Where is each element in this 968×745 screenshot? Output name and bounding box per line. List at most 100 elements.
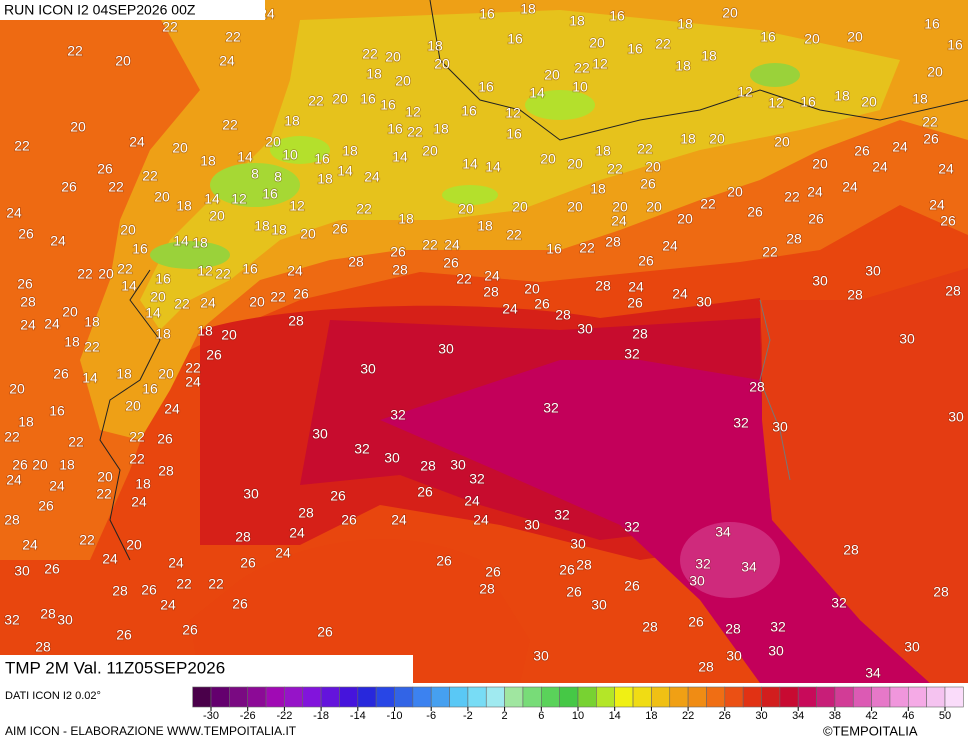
temperature-label: 28 — [595, 278, 611, 294]
temperature-label: 16 — [800, 94, 816, 110]
temperature-label: 28 — [40, 606, 56, 622]
temperature-label: 28 — [555, 307, 571, 323]
temperature-label: 26 — [17, 276, 33, 292]
temperature-label: 26 — [417, 484, 433, 500]
temperature-label: 16 — [546, 241, 562, 257]
temperature-label: 26 — [443, 255, 459, 271]
temperature-label: 20 — [115, 53, 131, 69]
temperature-label: 18 — [595, 143, 611, 159]
temperature-label: 20 — [70, 119, 86, 135]
temperature-label: 28 — [933, 584, 949, 600]
temperature-label: 26 — [627, 295, 643, 311]
temperature-label: 22 — [77, 266, 93, 282]
temperature-label: 28 — [288, 313, 304, 329]
temperature-label: 22 — [117, 261, 133, 277]
temperature-label: 24 — [131, 494, 147, 510]
temperature-label: 30 — [689, 573, 705, 589]
temperature-label: 18 — [155, 326, 171, 342]
temperature-label: 12 — [768, 95, 784, 111]
tick-label: 18 — [645, 710, 657, 722]
color-swatch — [467, 686, 487, 708]
tick-label: 2 — [502, 710, 508, 722]
temperature-label: 22 — [356, 201, 372, 217]
temperature-label: 32 — [695, 556, 711, 572]
color-swatch — [871, 686, 891, 708]
validity-box — [0, 655, 413, 683]
tick-label: -18 — [313, 710, 329, 722]
temperature-label: 30 — [948, 409, 964, 425]
temperature-label: 22 — [362, 46, 378, 62]
temperature-label: 12 — [231, 191, 247, 207]
temperature-label: 30 — [533, 648, 549, 664]
temperature-label: 28 — [479, 581, 495, 597]
tick-label: -22 — [276, 710, 292, 722]
temperature-label: 24 — [20, 317, 36, 333]
color-swatch — [852, 686, 872, 708]
cold-spot — [150, 241, 230, 269]
temperature-label: 26 — [436, 553, 452, 569]
temperature-label: 24 — [872, 159, 888, 175]
temperature-label: 26 — [854, 143, 870, 159]
temperature-label: 28 — [420, 458, 436, 474]
temperature-label: 22 — [270, 289, 286, 305]
color-swatch — [229, 686, 249, 708]
tick-label: 46 — [902, 710, 914, 722]
temperature-label: 18 — [433, 121, 449, 137]
temperature-field — [0, 0, 968, 683]
temperature-label: 26 — [624, 578, 640, 594]
ligurian-sea — [190, 539, 530, 683]
color-swatch — [926, 686, 946, 708]
colorbar: -30 -26 -22 -18 -14 -10 -6 -2 2 6 10 14 18 22 26 30 34 38… — [192, 686, 964, 722]
temperature-label: 30 — [360, 361, 376, 377]
temperature-label: 24 — [22, 537, 38, 553]
temperature-label: 28 — [298, 505, 314, 521]
temperature-label: 30 — [768, 643, 784, 659]
temperature-label: 22 — [14, 138, 30, 154]
temperature-label: 12 — [592, 56, 608, 72]
temperature-label: 28 — [112, 583, 128, 599]
temperature-label: 24 — [628, 279, 644, 295]
temperature-label: 26 — [559, 562, 575, 578]
temperature-label: 16 — [262, 186, 278, 202]
temperature-label: 18 — [569, 13, 585, 29]
temperature-label: 22 — [700, 196, 716, 212]
temperature-label: 20 — [9, 381, 25, 397]
temperature-label: 18 — [135, 476, 151, 492]
temperature-label: 18 — [701, 48, 717, 64]
temperature-label: 30 — [696, 294, 712, 310]
temperature-label: 28 — [235, 529, 251, 545]
temperature-label: 20 — [32, 457, 48, 473]
temperature-label: 18 — [834, 88, 850, 104]
temperature-label: 24 — [364, 169, 380, 185]
temperature-label: 20 — [847, 29, 863, 45]
temperature-label: 20 — [540, 151, 556, 167]
temperature-label: 32 — [624, 519, 640, 535]
temperature-label: 24 — [484, 268, 500, 284]
temperature-label: 22 — [142, 168, 158, 184]
temperature-label: 26 — [116, 627, 132, 643]
temperature-label: 14 — [392, 149, 408, 165]
run-title: RUN ICON I2 04SEP2026 00Z — [4, 2, 196, 18]
temperature-label: 18 — [366, 66, 382, 82]
temperature-label: 14 — [121, 278, 137, 294]
temperature-label: 26 — [182, 622, 198, 638]
temperature-label: 12 — [289, 198, 305, 214]
temperature-label: 20 — [395, 73, 411, 89]
temperature-label: 20 — [332, 91, 348, 107]
temperature-label: 26 — [330, 488, 346, 504]
temperature-label: 24 — [929, 197, 945, 213]
temperature-label: 26 — [747, 204, 763, 220]
temperature-label: 20 — [125, 398, 141, 414]
temperature-label: 28 — [605, 234, 621, 250]
temperature-label: 28 — [4, 512, 20, 528]
temperature-label: 26 — [44, 561, 60, 577]
temperature-label: 30 — [577, 321, 593, 337]
temperature-label: 28 — [483, 284, 499, 300]
color-swatch — [210, 686, 230, 708]
temperature-label: 22 — [162, 19, 178, 35]
temperature-label: 22 — [922, 114, 938, 130]
cold-spot — [270, 136, 330, 164]
temperature-label: 20 — [120, 222, 136, 238]
color-swatch — [779, 686, 799, 708]
